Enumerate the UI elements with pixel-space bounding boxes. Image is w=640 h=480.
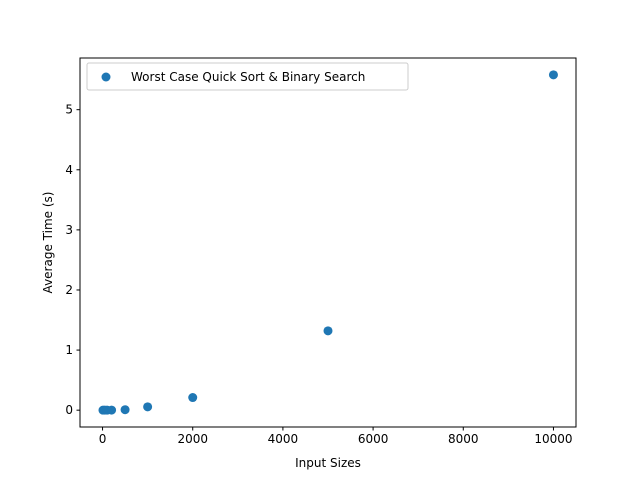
y-tick-label: 2 bbox=[65, 283, 73, 297]
x-tick-label: 10000 bbox=[534, 432, 572, 446]
y-tick-label: 3 bbox=[65, 223, 73, 237]
plot-frame bbox=[79, 57, 577, 428]
y-axis-label: Average Time (s) bbox=[41, 192, 55, 294]
data-point bbox=[107, 405, 117, 415]
x-tick-label: 8000 bbox=[448, 432, 479, 446]
ticks-layer: 0 2000 4000 6000 8000 10000 0 1 2 3 4 5 bbox=[65, 103, 572, 446]
legend: Worst Case Quick Sort & Binary Search bbox=[86, 62, 409, 91]
y-tick-label: 0 bbox=[65, 403, 73, 417]
x-axis-label: Input Sizes bbox=[295, 456, 361, 470]
legend-label: Worst Case Quick Sort & Binary Search bbox=[131, 70, 365, 84]
data-point bbox=[120, 405, 130, 415]
y-tick-label: 1 bbox=[65, 343, 73, 357]
x-tick-label: 2000 bbox=[177, 432, 208, 446]
points-layer bbox=[98, 70, 558, 415]
legend-marker bbox=[101, 72, 111, 82]
x-tick-label: 6000 bbox=[358, 432, 389, 446]
data-point bbox=[188, 393, 198, 403]
data-point bbox=[323, 326, 333, 336]
y-tick-label: 4 bbox=[65, 163, 73, 177]
legend-box bbox=[86, 62, 409, 91]
x-tick-label: 4000 bbox=[268, 432, 299, 446]
data-point bbox=[548, 70, 558, 80]
data-point bbox=[143, 402, 153, 412]
x-tick-label: 0 bbox=[99, 432, 107, 446]
y-tick-label: 5 bbox=[65, 103, 73, 117]
